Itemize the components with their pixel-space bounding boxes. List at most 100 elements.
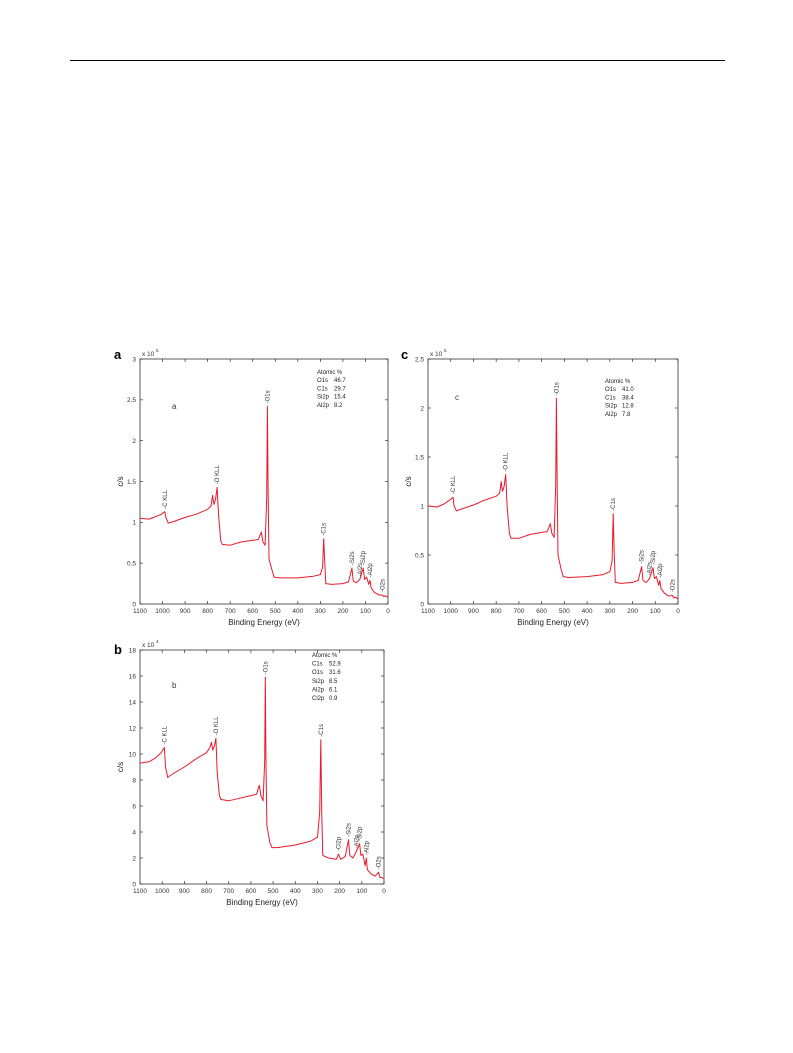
legend-value: 0.9 [329,696,338,702]
y-tick-label: 1.5 [415,454,424,461]
x-axis-label: Binding Energy (eV) [228,618,300,627]
x-axis-label: Binding Energy (eV) [226,898,298,907]
x-tick-label: 900 [179,888,190,895]
x-tick-label: 600 [536,608,547,615]
y-tick-label: 0 [132,601,136,608]
peak-label: -O2s [380,579,386,592]
x-tick-label: 900 [180,608,191,615]
legend-element: Si2p [605,404,618,410]
y-tick-label: 2.5 [415,356,424,363]
x-tick-label: 1100 [133,888,147,895]
legend-value: 52.9 [329,662,341,668]
panel-letter: b [114,642,122,657]
peak-label: -Si2s [347,823,353,837]
y-axis-label: c/s [116,762,125,772]
peak-label: -Cl2p [337,836,343,851]
spectrum-line [139,676,385,880]
x-tick-label: 800 [202,608,213,615]
x-tick-label: 900 [468,608,479,615]
legend-value: 38.4 [622,395,634,401]
y-axis-label: c/s [116,476,125,486]
header-rule [70,60,725,61]
x-tick-label: 1000 [443,608,458,615]
x-tick-label: 700 [513,608,524,615]
inner-panel-label: a [172,402,177,411]
y-tick-label: 8 [132,777,136,784]
x-tick-label: 1000 [155,888,170,895]
plot-frame [427,358,679,605]
peak-label: -O1s [263,661,269,674]
legend-element: Al2p [605,412,618,418]
y-tick-label: 16 [129,673,137,680]
x-tick-label: 300 [604,608,615,615]
y-tick-label: 10 [129,751,137,758]
legend-value: 8.5 [329,679,338,685]
legend-title: Atomic % [317,370,343,376]
peak-label: -Al2p [658,563,664,578]
y-tick-label: 0 [132,881,136,888]
legend-element: C1s [605,395,616,401]
y-tick-label: 18 [129,647,137,654]
legend-element: Cl2p [312,696,325,702]
peak-label: -Al2s [358,563,364,577]
y-tick-label: 2.5 [127,397,136,404]
inner-panel-label: b [172,681,177,690]
legend-element: C1s [312,662,323,668]
peak-label: -C1s [611,498,617,511]
x-tick-label: 300 [315,608,326,615]
x-tick-label: 1000 [155,608,170,615]
peak-label: -Al2p [364,840,370,855]
x-tick-label: 800 [201,888,212,895]
y-tick-label: 2 [420,405,424,412]
x-tick-label: 500 [559,608,570,615]
peak-label: -C KLL [163,489,169,508]
x-tick-label: 300 [312,888,323,895]
y-tick-label: 14 [129,699,137,706]
legend-value: 12.8 [622,404,634,410]
y-exponent: 4 [156,640,159,644]
peak-label: -Al2s [648,562,654,576]
peak-label: -O2s [376,856,382,869]
panel-letter: a [114,347,122,362]
x-tick-label: 1100 [421,608,435,615]
legend-element: C1s [317,386,328,392]
legend-value: 6.1 [329,687,338,693]
inner-panel-label: c [455,393,459,402]
y-exponent: 5 [444,348,447,353]
y-tick-label: 12 [129,725,137,732]
spectrum-line [139,405,389,598]
legend-value: 46.7 [334,378,346,384]
x-tick-label: 600 [245,888,256,895]
peak-label: -Si2p [358,826,364,841]
y-multiplier: x 10 [142,642,155,649]
legend-element: O1s [317,378,328,384]
legend-title: Atomic % [605,379,631,385]
legend-element: Si2p [317,395,330,401]
y-tick-label: 6 [132,803,136,810]
legend-value: 29.7 [334,386,346,392]
legend-value: 15.4 [334,395,346,401]
x-tick-label: 0 [382,888,386,895]
x-tick-label: 200 [337,608,348,615]
y-tick-label: 0.5 [415,552,424,559]
x-tick-label: 200 [334,888,345,895]
x-tick-label: 800 [491,608,502,615]
x-tick-label: 700 [223,888,234,895]
x-tick-label: 700 [225,608,236,615]
peak-label: -Si2s [350,551,356,565]
y-multiplier: x 10 [430,351,443,358]
peak-label: -O1s [265,390,271,403]
legend-value: 7.8 [622,412,631,418]
peak-label: -C KLL [162,725,168,744]
peak-label: -C1s [322,523,328,536]
y-tick-label: 4 [132,829,136,836]
peak-label: -O KLL [215,465,221,485]
x-tick-label: 0 [676,608,680,615]
x-tick-label: 1100 [133,608,147,615]
x-tick-label: 600 [247,608,258,615]
